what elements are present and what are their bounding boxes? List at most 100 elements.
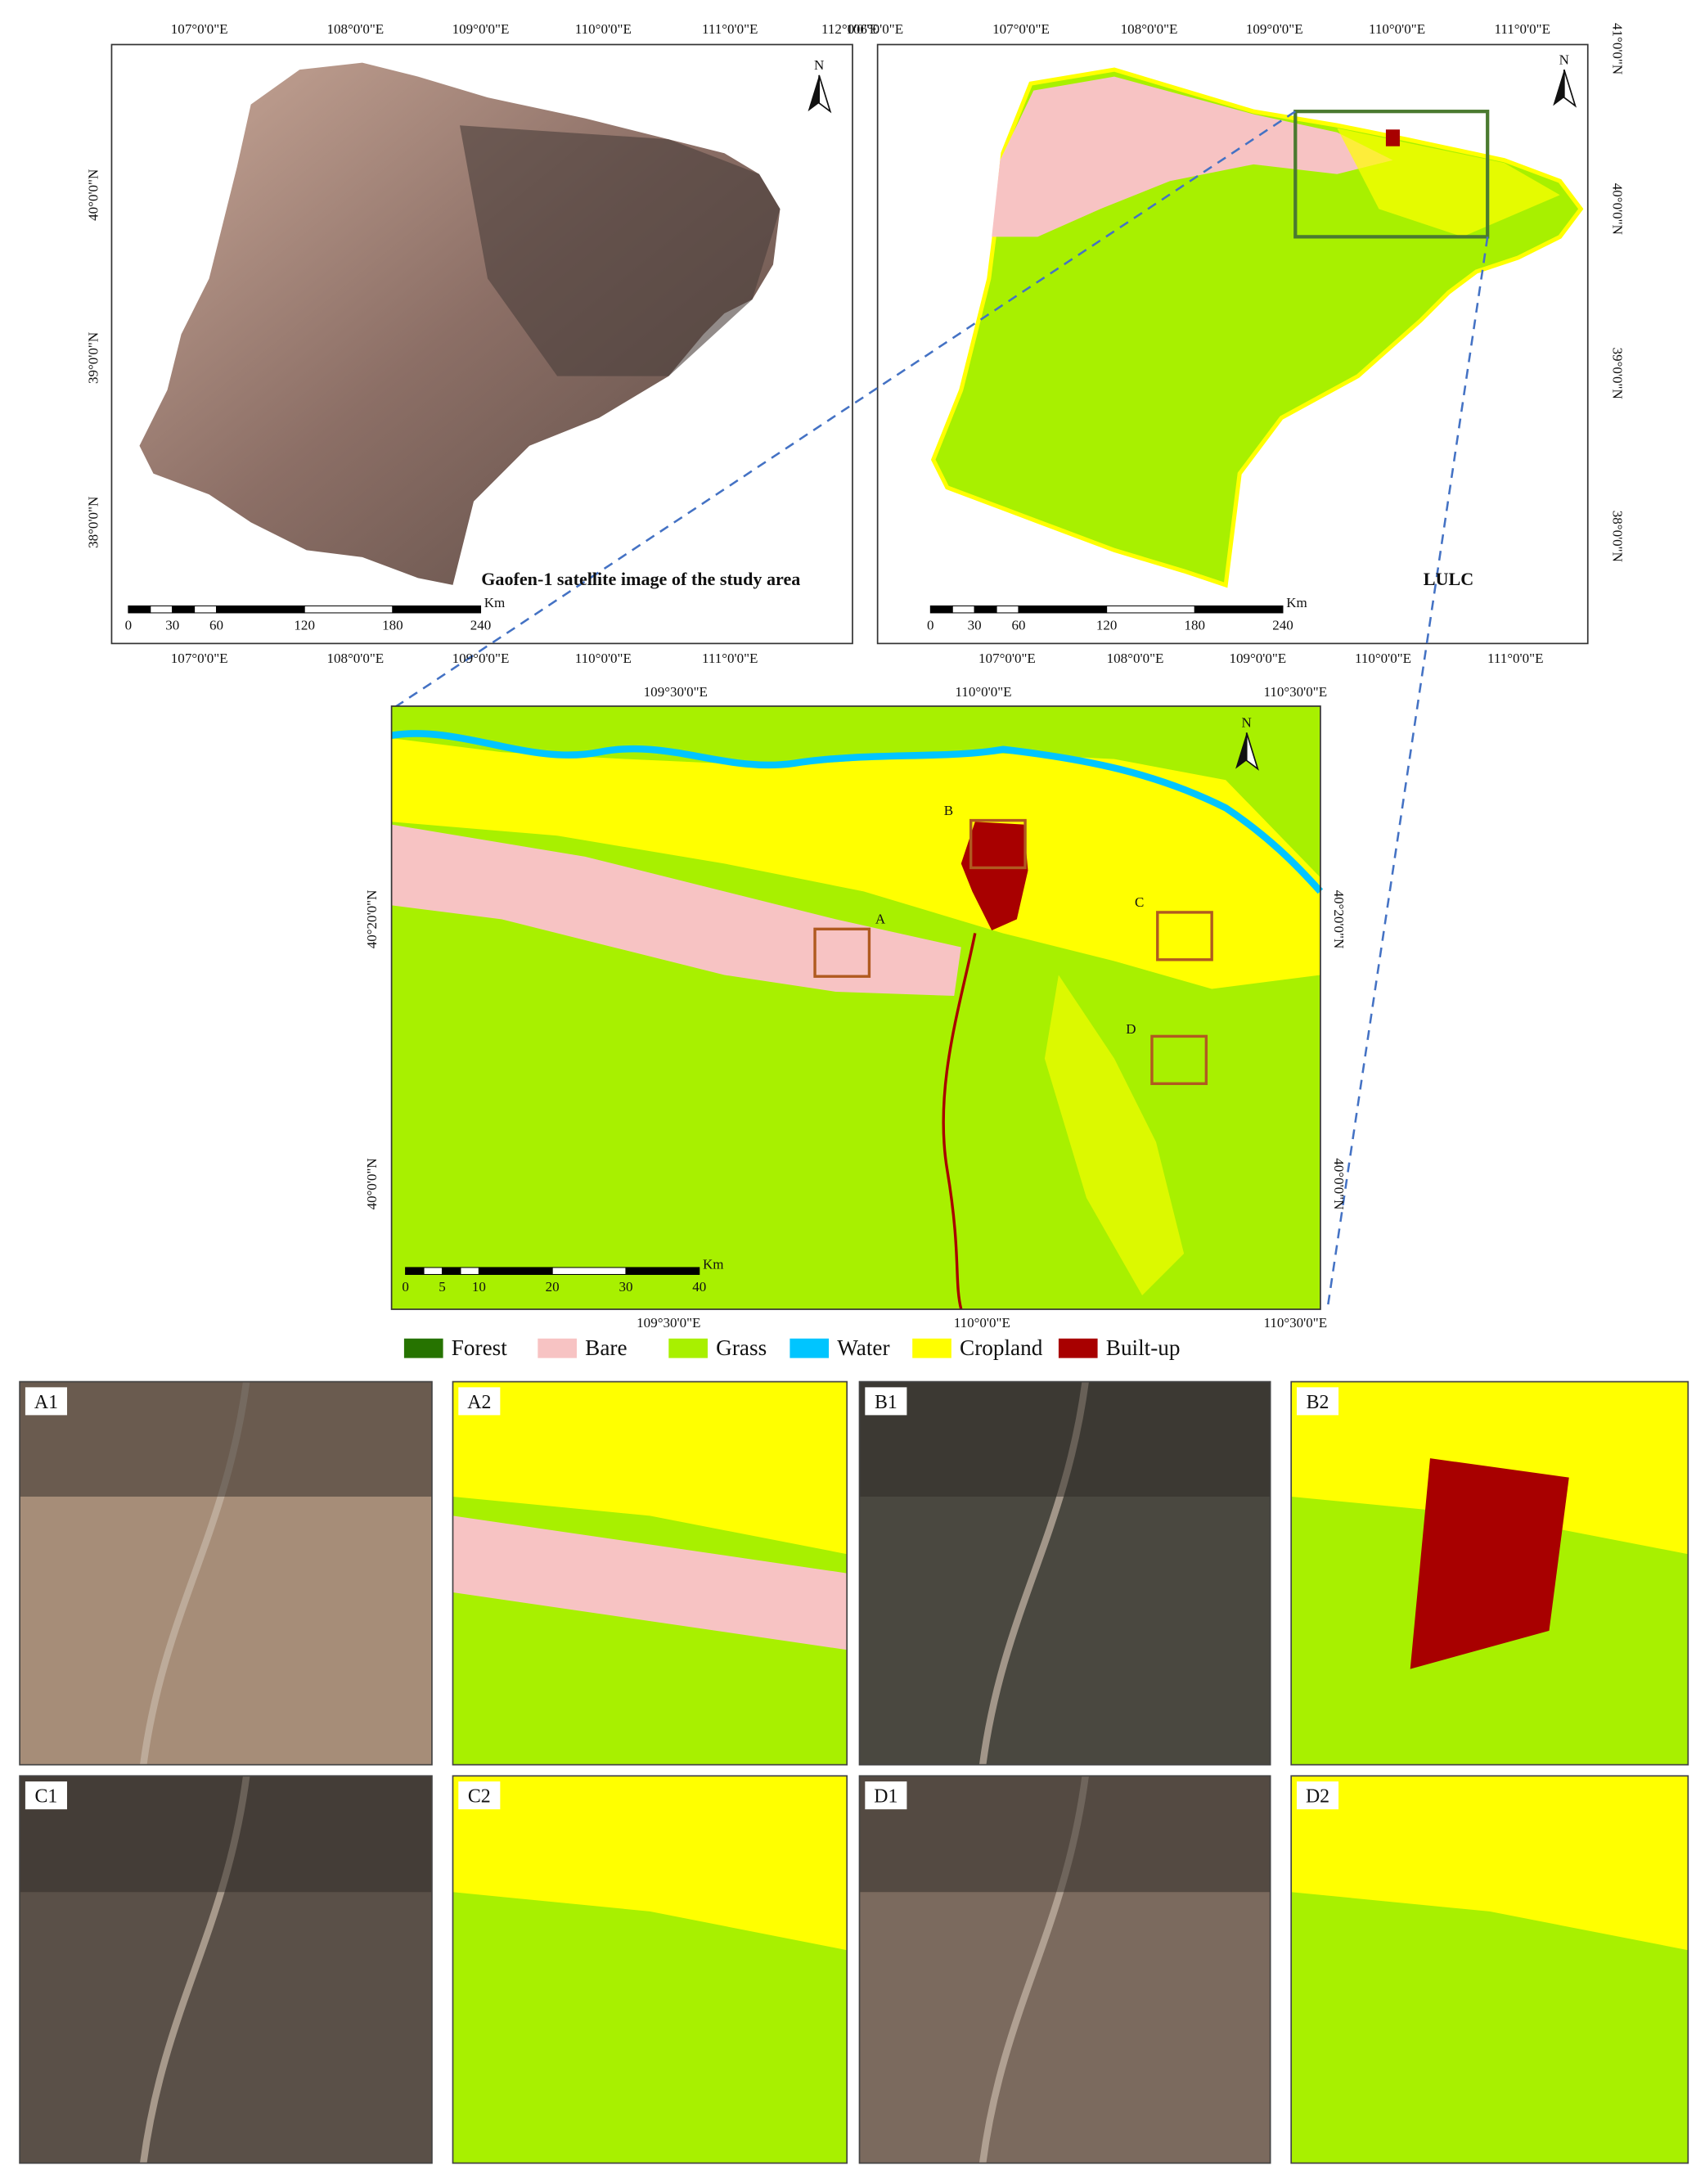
tile-label-bg bbox=[865, 1781, 907, 1810]
panel-title: LULC bbox=[1424, 569, 1473, 589]
lat-label: 40°20'0"N bbox=[1331, 890, 1347, 949]
panel-frame bbox=[110, 43, 853, 645]
lon-label: 107°0'0"E bbox=[171, 651, 228, 666]
scale-label: 240 bbox=[1272, 617, 1293, 633]
lat-label: 40°0'0"N bbox=[85, 169, 101, 221]
tile-frame bbox=[1290, 1380, 1689, 1766]
legend-label: Cropland bbox=[960, 1335, 1043, 1360]
lon-label: 110°0'0"E bbox=[954, 1315, 1010, 1331]
scale-bar bbox=[392, 605, 482, 614]
box-label: C bbox=[1135, 894, 1144, 910]
scale-label: 60 bbox=[209, 617, 223, 633]
tile-texture bbox=[859, 1776, 1271, 1893]
north-label: N bbox=[1559, 52, 1569, 67]
scale-label: 20 bbox=[546, 1279, 560, 1295]
scale-label: 60 bbox=[1011, 617, 1025, 633]
tile-label: B1 bbox=[875, 1392, 897, 1413]
zoom-road bbox=[942, 933, 977, 1310]
scale-bar bbox=[551, 1267, 627, 1275]
scale-bar bbox=[460, 1267, 479, 1275]
connector bbox=[1326, 236, 1489, 1310]
north-arrow bbox=[818, 74, 832, 114]
lon-label: 109°0'0"E bbox=[1246, 21, 1303, 37]
lon-label: 110°0'0"E bbox=[1355, 651, 1411, 666]
study-box bbox=[1156, 911, 1213, 961]
zoom-river bbox=[390, 730, 1324, 894]
panel-title: Gaofen-1 satellite image of the study ar… bbox=[481, 569, 800, 589]
tile-frame bbox=[1290, 1775, 1689, 2164]
tile-label-bg bbox=[458, 1781, 501, 1810]
scale-bar bbox=[1106, 605, 1195, 614]
tile-label: A2 bbox=[467, 1392, 491, 1413]
tile-crop bbox=[452, 1776, 848, 1951]
legend-label: Water bbox=[837, 1335, 889, 1360]
scale-bar bbox=[974, 605, 997, 614]
lon-label: 111°0'0"E bbox=[1494, 21, 1550, 37]
lon-label: 111°0'0"E bbox=[702, 651, 758, 666]
tile-crop bbox=[452, 1381, 848, 1555]
lon-label: 110°0'0"E bbox=[575, 651, 632, 666]
north-label: N bbox=[814, 57, 824, 73]
north-arrow bbox=[808, 74, 820, 112]
satellite-dark bbox=[459, 125, 781, 376]
scale-label: 0 bbox=[927, 617, 934, 633]
tile-label: C2 bbox=[468, 1786, 491, 1808]
tile-label: B2 bbox=[1307, 1392, 1329, 1413]
scale-bar bbox=[150, 605, 173, 614]
lon-label: 109°0'0"E bbox=[452, 651, 510, 666]
lon-label: 111°0'0"E bbox=[702, 21, 758, 37]
scale-label: 180 bbox=[1185, 617, 1206, 633]
tile-label: C1 bbox=[35, 1786, 58, 1808]
legend-swatch bbox=[538, 1338, 577, 1358]
scale-bar bbox=[423, 1267, 443, 1275]
north-arrow bbox=[1563, 69, 1577, 108]
tile-label-bg bbox=[25, 1781, 67, 1810]
tile-bare bbox=[452, 1515, 848, 1650]
scale-label: 40 bbox=[692, 1279, 706, 1295]
lon-label: 107°0'0"E bbox=[171, 21, 228, 37]
lon-label: 112°0'0"E bbox=[821, 21, 878, 37]
north-label: N bbox=[1242, 715, 1252, 731]
zoom-crop bbox=[391, 738, 1320, 989]
tile-city bbox=[1410, 1458, 1569, 1669]
scale-bar bbox=[1018, 605, 1108, 614]
scale-label: 30 bbox=[968, 617, 982, 633]
lon-label: 110°0'0"E bbox=[575, 21, 632, 37]
scale-bar bbox=[128, 605, 151, 614]
tile-frame bbox=[19, 1775, 433, 2164]
labels: 107°0'0"E 108°0'0"E 109°0'0"E 110°0'0"E 111°… bbox=[85, 21, 1625, 1331]
lon-label: 110°30'0"E bbox=[1263, 1315, 1327, 1331]
scale-bar bbox=[1194, 605, 1284, 614]
study-box bbox=[1150, 1034, 1208, 1085]
scale-label: 240 bbox=[470, 617, 492, 633]
tile-label-bg bbox=[865, 1387, 907, 1416]
scale-bar bbox=[441, 1267, 461, 1275]
north-arrow bbox=[1245, 732, 1259, 771]
panel-frame bbox=[876, 43, 1589, 645]
lon-label: 108°0'0"E bbox=[326, 651, 384, 666]
lulc-crop bbox=[1337, 128, 1560, 237]
north-arrow bbox=[1235, 732, 1247, 769]
tile-label: D1 bbox=[874, 1786, 897, 1808]
legend-swatch bbox=[403, 1338, 443, 1358]
box-label: D bbox=[1126, 1021, 1136, 1037]
scale-unit: Km bbox=[703, 1257, 724, 1272]
scale-label: 0 bbox=[402, 1279, 409, 1295]
box-label: B bbox=[944, 803, 953, 818]
lon-label: 109°30'0"E bbox=[644, 684, 708, 700]
scale-bar bbox=[625, 1267, 700, 1275]
tile-frame bbox=[19, 1380, 433, 1766]
zoom-city bbox=[960, 822, 1028, 931]
legend-label: Built-up bbox=[1106, 1335, 1181, 1360]
tile-label-bg bbox=[1296, 1387, 1339, 1416]
lat-label: 41°0'0"N bbox=[1609, 23, 1625, 74]
scale-bar bbox=[478, 1267, 553, 1275]
lat-label: 38°0'0"N bbox=[1609, 511, 1625, 562]
tile-label: A1 bbox=[34, 1392, 58, 1413]
legend-swatch bbox=[790, 1338, 830, 1358]
scale-label: 30 bbox=[619, 1279, 632, 1295]
lat-label: 38°0'0"N bbox=[85, 497, 101, 548]
tile-label: D2 bbox=[1306, 1786, 1329, 1808]
scale-bar bbox=[996, 605, 1019, 614]
